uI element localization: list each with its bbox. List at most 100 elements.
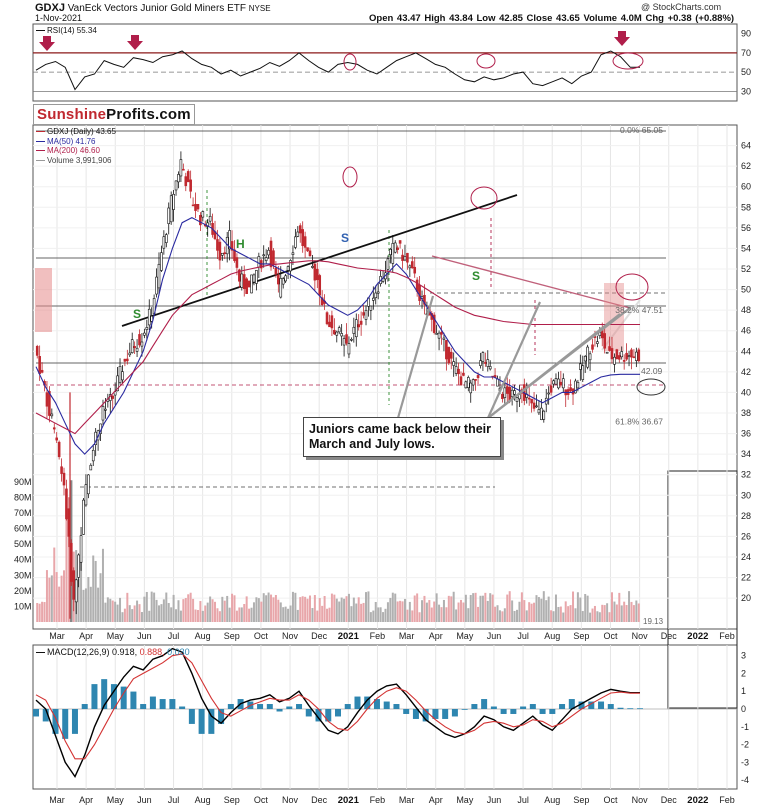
price-candle-body — [615, 349, 619, 360]
macd-histogram-bar — [296, 704, 303, 709]
price-candle-body — [65, 488, 68, 520]
x-tick-label: Nov — [282, 631, 299, 641]
macd-histogram-bar — [110, 684, 117, 709]
price-candle-body — [296, 231, 300, 237]
volume-bar — [569, 605, 572, 622]
price-candle-body — [508, 386, 512, 401]
volume-bar — [214, 601, 217, 622]
signal-value: 0.888, — [139, 647, 165, 657]
x-tick-label: Sep — [224, 631, 240, 641]
price-candle-body — [591, 344, 594, 350]
volume-bar — [335, 598, 338, 622]
price-candle-body — [622, 360, 626, 362]
volume-bar — [97, 587, 100, 622]
rsi-peak-circle — [612, 52, 644, 70]
price-tick-label: 26 — [741, 531, 751, 541]
volume-bar — [382, 612, 385, 622]
price-candle-body — [184, 176, 188, 187]
red-down-arrow-icon — [39, 36, 55, 51]
volume-bar — [218, 611, 221, 622]
x-tick-label: Apr — [429, 795, 443, 805]
macd-histogram-bar — [198, 709, 205, 734]
macd-histogram-bar — [208, 709, 215, 734]
price-candle-body — [238, 269, 241, 282]
volume-bar — [221, 596, 224, 622]
volume-bar — [216, 608, 219, 622]
price-candle-body — [474, 379, 477, 381]
volume-bar — [596, 611, 599, 622]
price-candle-body — [496, 378, 499, 387]
macd-histogram-bar — [81, 704, 88, 709]
price-candle-body — [613, 356, 616, 365]
price-candle-body — [84, 484, 88, 506]
rsi-tick-label: 90 — [741, 29, 751, 39]
volume-bar — [255, 597, 258, 622]
volume-bar — [165, 592, 168, 622]
price-candle-body — [337, 327, 341, 333]
price-candle-body — [45, 392, 49, 407]
macd-histogram-bar — [510, 709, 517, 714]
volume-bar — [270, 594, 273, 622]
x-tick-label: Dec — [311, 795, 328, 805]
volume-bar — [228, 607, 231, 622]
price-candle-body — [449, 351, 453, 359]
macd-histogram-bar — [578, 701, 585, 709]
price-candle-body — [557, 378, 560, 389]
price-candle-body — [481, 352, 485, 362]
volume-bar — [94, 560, 97, 622]
price-candle-body — [476, 375, 480, 379]
macd-histogram-bar — [500, 709, 507, 714]
price-candle-body — [38, 356, 41, 374]
volume-bar — [369, 612, 372, 622]
volume-bar — [528, 602, 531, 622]
highlight-zone-right — [604, 283, 624, 351]
volume-bar — [243, 604, 246, 622]
volume-bar — [287, 608, 290, 622]
price-candle-body — [191, 204, 195, 207]
price-candle-body — [130, 339, 134, 353]
volume-bar — [38, 603, 41, 622]
price-candle-body — [532, 402, 536, 409]
price-candle-body — [581, 365, 585, 380]
macd-histogram-bar — [383, 701, 390, 709]
price-candle-body — [435, 333, 438, 335]
price-candle-body — [182, 168, 185, 171]
macd-histogram-bar — [52, 709, 59, 734]
volume-bar — [455, 609, 458, 622]
price-candle-body — [301, 229, 304, 246]
price-candle-body — [284, 275, 287, 282]
macd-histogram-bar — [442, 709, 449, 719]
macd-histogram-bar — [62, 709, 69, 739]
volume-bar — [196, 609, 199, 622]
price-candle-body — [57, 441, 61, 458]
volume-bar — [533, 602, 536, 622]
ma200-line — [35, 260, 640, 435]
x-tick-label: Jun — [137, 795, 152, 805]
price-candle-body — [172, 193, 175, 210]
volume-bar — [199, 601, 202, 622]
ma50-legend-text: MA(50) 41.76 — [47, 136, 96, 146]
price-candle-body — [406, 252, 409, 263]
price-candle-body — [447, 346, 451, 364]
macd-histogram-bar — [471, 704, 478, 709]
volume-bar — [143, 596, 146, 622]
volume-bar — [535, 595, 538, 622]
exchange: NYSE — [248, 4, 271, 13]
x-tick-label: May — [107, 631, 125, 641]
price-tick-label: 48 — [741, 305, 751, 315]
macd-histogram-bar — [607, 704, 614, 709]
volume-bar — [416, 593, 419, 622]
price-peak-circle — [615, 273, 649, 301]
price-candle-body — [627, 355, 631, 358]
macd-histogram-bar — [344, 704, 351, 709]
target-circle — [636, 378, 666, 396]
volume-bar — [77, 578, 80, 622]
volume-bar — [618, 592, 621, 622]
price-candle-body — [179, 159, 183, 177]
price-candle-body — [437, 332, 441, 339]
price-tick-label: 20 — [741, 593, 751, 603]
price-tick-label: 50 — [741, 285, 751, 295]
price-candle-body — [454, 366, 458, 374]
volume-bar — [187, 594, 190, 622]
price-candle-body — [342, 338, 346, 346]
